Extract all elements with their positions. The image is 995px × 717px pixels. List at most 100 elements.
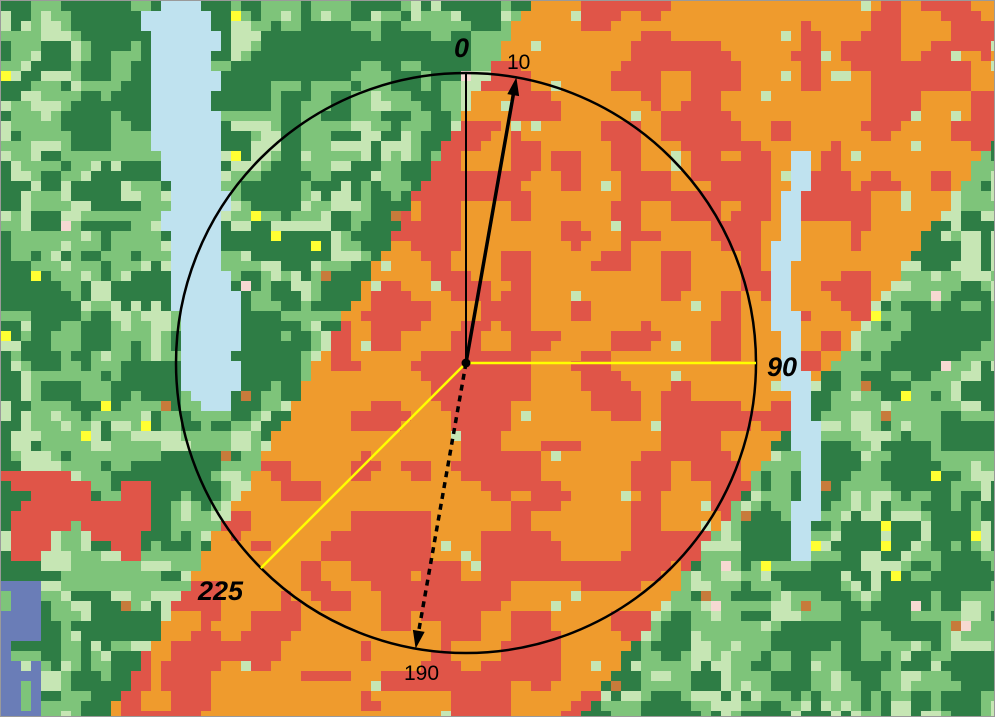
- land-cover-cell: [511, 171, 521, 181]
- land-cover-cell: [881, 191, 891, 201]
- land-cover-cell: [221, 491, 231, 501]
- land-cover-cell: [491, 31, 501, 41]
- land-cover-cell: [161, 151, 171, 161]
- land-cover-cell: [601, 161, 611, 171]
- land-cover-cell: [701, 31, 711, 41]
- land-cover-cell: [221, 451, 231, 461]
- land-cover-cell: [361, 201, 371, 211]
- land-cover-cell: [621, 411, 631, 421]
- land-cover-cell: [71, 341, 81, 351]
- land-cover-cell: [321, 271, 331, 281]
- land-cover-cell: [511, 201, 521, 211]
- land-cover-cell: [441, 491, 451, 501]
- land-cover-cell: [261, 321, 271, 331]
- land-cover-cell: [861, 331, 871, 341]
- land-cover-cell: [991, 421, 994, 431]
- land-cover-cell: [101, 431, 111, 441]
- land-cover-cell: [451, 221, 461, 231]
- land-cover-cell: [371, 31, 381, 41]
- land-cover-cell: [921, 101, 931, 111]
- land-cover-cell: [481, 51, 491, 61]
- land-cover-cell: [141, 141, 151, 151]
- land-cover-cell: [591, 451, 601, 461]
- land-cover-cell: [41, 341, 51, 351]
- land-cover-cell: [201, 451, 211, 461]
- land-cover-cell: [241, 441, 251, 451]
- land-cover-cell: [131, 441, 141, 451]
- land-cover-cell: [681, 231, 691, 241]
- land-cover-cell: [661, 321, 671, 331]
- land-cover-cell: [941, 371, 951, 381]
- land-cover-cell: [231, 101, 241, 111]
- land-cover-cell: [191, 71, 201, 81]
- land-cover-cell: [731, 161, 741, 171]
- land-cover-cell: [921, 81, 931, 91]
- land-cover-cell: [301, 431, 311, 441]
- land-cover-cell: [31, 131, 41, 141]
- land-cover-cell: [271, 221, 281, 231]
- land-cover-cell: [141, 201, 151, 211]
- land-cover-cell: [91, 341, 101, 351]
- land-cover-cell: [851, 311, 861, 321]
- land-cover-cell: [411, 351, 421, 361]
- land-cover-cell: [631, 421, 641, 431]
- land-cover-cell: [581, 451, 591, 461]
- land-cover-cell: [411, 201, 421, 211]
- land-cover-cell: [571, 261, 581, 271]
- land-cover-cell: [141, 231, 151, 241]
- land-cover-cell: [111, 431, 121, 441]
- land-cover-cell: [81, 411, 91, 421]
- land-cover-cell: [501, 451, 511, 461]
- land-cover-cell: [641, 51, 651, 61]
- land-cover-cell: [151, 271, 161, 281]
- land-cover-cell: [631, 31, 641, 41]
- land-cover-cell: [471, 91, 481, 101]
- land-cover-cell: [361, 491, 371, 501]
- land-cover-cell: [491, 121, 501, 131]
- land-cover-cell: [341, 281, 351, 291]
- land-cover-cell: [431, 351, 441, 361]
- land-cover-cell: [781, 231, 791, 241]
- land-cover-cell: [201, 101, 211, 111]
- land-cover-cell: [621, 301, 631, 311]
- land-cover-cell: [451, 361, 461, 371]
- land-cover-cell: [291, 141, 301, 151]
- land-cover-cell: [991, 11, 994, 21]
- land-cover-cell: [791, 281, 801, 291]
- land-cover-cell: [131, 311, 141, 321]
- land-cover-cell: [11, 331, 21, 341]
- land-cover-cell: [431, 201, 441, 211]
- land-cover-cell: [231, 171, 241, 181]
- land-cover-cell: [921, 471, 931, 481]
- land-cover-cell: [171, 141, 181, 151]
- land-cover-cell: [281, 421, 291, 431]
- land-cover-cell: [611, 141, 621, 151]
- land-cover-cell: [141, 281, 151, 291]
- land-cover-cell: [511, 261, 521, 271]
- land-cover-cell: [641, 251, 651, 261]
- land-cover-cell: [171, 411, 181, 421]
- land-cover-cell: [141, 41, 151, 51]
- land-cover-cell: [571, 231, 581, 241]
- land-cover-cell: [411, 301, 421, 311]
- land-cover-cell: [241, 371, 251, 381]
- land-cover-cell: [871, 111, 881, 121]
- land-cover-cell: [11, 481, 21, 491]
- land-cover-cell: [341, 461, 351, 471]
- land-cover-cell: [841, 471, 851, 481]
- land-cover-cell: [831, 171, 841, 181]
- land-cover-cell: [101, 21, 111, 31]
- land-cover-cell: [581, 121, 591, 131]
- land-cover-cell: [671, 311, 681, 321]
- land-cover-cell: [961, 211, 971, 221]
- land-cover-cell: [441, 231, 451, 241]
- land-cover-cell: [451, 251, 461, 261]
- land-cover-cell: [821, 441, 831, 451]
- land-cover-cell: [831, 261, 841, 271]
- land-cover-cell: [121, 291, 131, 301]
- land-cover-cell: [171, 271, 181, 281]
- land-cover-cell: [381, 231, 391, 241]
- land-cover-cell: [121, 21, 131, 31]
- land-cover-cell: [211, 191, 221, 201]
- land-cover-cell: [61, 221, 71, 231]
